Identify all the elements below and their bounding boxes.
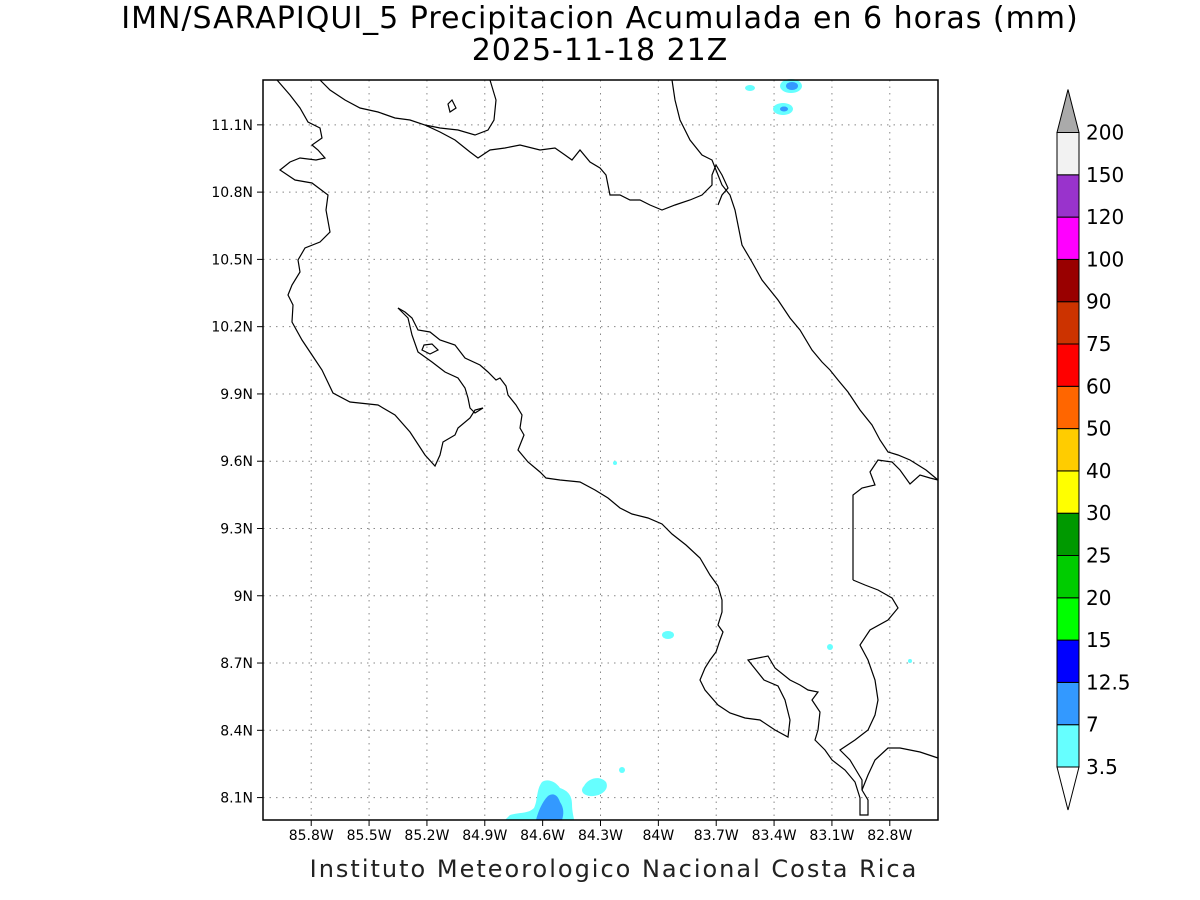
precip-area-light [745, 85, 755, 91]
colorbar-label: 25 [1086, 544, 1111, 568]
lat-tick-label: 8.4N [220, 723, 253, 739]
colorbar-label: 120 [1086, 205, 1124, 229]
colorbar-swatch [1056, 512, 1080, 557]
osa-peninsula-coast [861, 747, 939, 791]
colorbar-swatch [1056, 597, 1080, 641]
lon-tick-label: 84W [643, 828, 675, 844]
lat-tick-label: 9.3N [220, 521, 253, 537]
colorbar-label: 40 [1086, 459, 1111, 483]
lon-tick-label: 82.8W [867, 828, 912, 844]
colorbar-label: 100 [1086, 247, 1124, 271]
colorbar-swatch [1056, 258, 1080, 303]
colorbar-label: 50 [1086, 417, 1111, 441]
map-date: 2025-11-18 21Z [471, 33, 729, 68]
gulf-of-nicoya-coast [397, 307, 484, 414]
lat-tick-label: 9N [234, 589, 253, 605]
precip-area-light [908, 659, 912, 663]
colorbar-legend: 3.5 7 12.5 15 20 25 30 40 50 60 75 90 100 120 150 200 [1056, 89, 1131, 811]
colorbar-label: 60 [1086, 374, 1111, 398]
precip-area-light [827, 644, 833, 650]
colorbar-label: 12.5 [1086, 670, 1131, 694]
colorbar-swatch [1056, 301, 1080, 345]
lat-tick-label: 11.1N [211, 118, 253, 134]
colorbar-label: 90 [1086, 290, 1111, 314]
caribbean-coast [671, 79, 939, 481]
precip-area-light [582, 778, 607, 797]
precip-area-moderate [536, 794, 564, 820]
colorbar-swatch [1056, 216, 1080, 260]
pacific-nicaragua-coast [276, 79, 484, 468]
colorbar-label: 3.5 [1086, 755, 1118, 779]
colorbar-label: 75 [1086, 332, 1111, 356]
colorbar-swatch [1056, 555, 1080, 599]
lake-nicaragua-shore [319, 79, 729, 211]
small-island [421, 343, 440, 355]
colorbar-swatch [1056, 174, 1080, 218]
colorbar-swatch [1056, 428, 1080, 472]
lat-tick-label: 10.8N [211, 185, 253, 201]
colorbar-label: 200 [1086, 121, 1124, 145]
lake-nicaragua-north [424, 79, 497, 136]
map-grid [263, 80, 938, 820]
colorbar-swatch [1056, 385, 1080, 430]
colorbar-swatch [1056, 132, 1080, 176]
colorbar-swatch [1056, 681, 1080, 726]
colorbar-max-arrow [1056, 89, 1080, 133]
lon-tick-label: 85.2W [404, 828, 449, 844]
lat-tick-label: 8.1N [220, 791, 253, 807]
coastlines [276, 79, 939, 816]
precip-area-light [619, 767, 625, 773]
lon-tick-label: 84.3W [578, 828, 623, 844]
precipitation-areas [505, 79, 912, 820]
precip-area-moderate [780, 106, 788, 112]
lon-tick-label: 84.9W [462, 828, 507, 844]
panama-border [852, 459, 939, 580]
colorbar-swatch [1056, 639, 1080, 683]
credit-text: Instituto Meteorologico Nacional Costa R… [309, 855, 919, 883]
colorbar-swatch [1056, 724, 1080, 768]
colorbar-label: 30 [1086, 501, 1111, 525]
lon-tick-label: 83.7W [694, 828, 739, 844]
colorbar-label: 15 [1086, 628, 1111, 652]
lon-tick-label: 85.8W [289, 828, 334, 844]
lat-tick-label: 8.7N [220, 656, 253, 672]
lat-tick-label: 9.9N [220, 387, 253, 403]
colorbar-label: 20 [1086, 586, 1111, 610]
map-title: IMN/SARAPIQUI_5 Precipitacion Acumulada … [121, 1, 1079, 36]
lon-tick-label: 85.5W [347, 828, 392, 844]
lat-tick-label: 10.2N [211, 320, 253, 336]
nicoya-inner-coast [397, 307, 899, 816]
northern-island [447, 98, 457, 113]
lon-tick-label: 84.6W [520, 828, 565, 844]
lat-tick-label: 10.5N [211, 252, 253, 268]
precip-area-light [613, 461, 617, 465]
lat-tick-label: 9.6N [220, 454, 253, 470]
colorbar-label: 150 [1086, 163, 1124, 187]
colorbar-label: 7 [1086, 713, 1099, 737]
longitude-axis: 85.8W 85.5W 85.2W 84.9W 84.6W 84.3W 84W 83.7W 83… [289, 820, 912, 844]
latitude-axis: 11.1N 10.8N 10.5N 10.2N 9.9N 9.6N 9.3N 9N 8.7N 8.… [211, 118, 263, 807]
lon-tick-label: 83.4W [752, 828, 797, 844]
lon-tick-label: 83.1W [809, 828, 854, 844]
precip-area-moderate [786, 82, 798, 90]
precip-area-light [662, 631, 674, 639]
colorbar-swatch [1056, 470, 1080, 514]
colorbar-swatch [1056, 343, 1080, 387]
colorbar-min-arrow [1056, 766, 1080, 811]
